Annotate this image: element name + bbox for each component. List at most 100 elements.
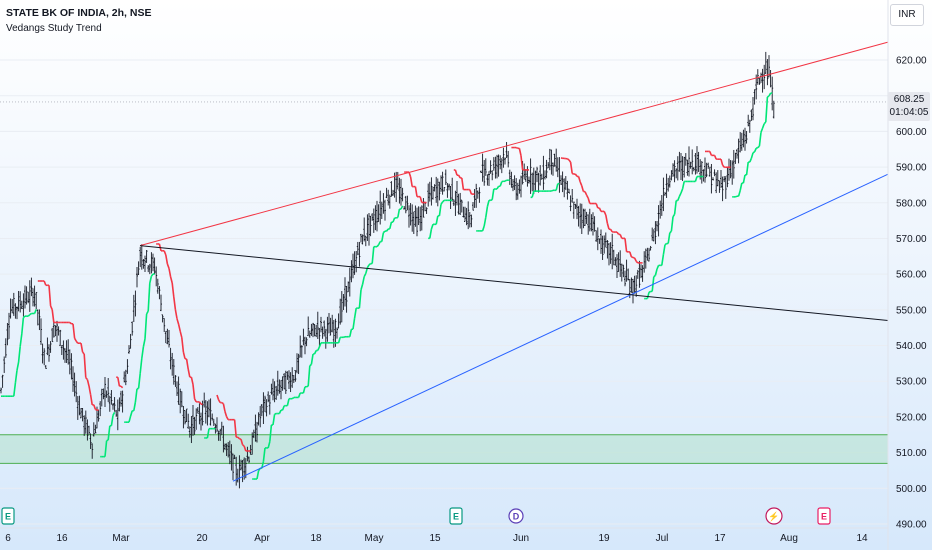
candle xyxy=(472,201,474,211)
candle xyxy=(78,395,81,416)
candle xyxy=(696,146,698,174)
y-tick-label: 550.00 xyxy=(896,305,927,316)
trend-segment xyxy=(51,309,55,323)
trend-segment xyxy=(117,377,121,387)
event-markers[interactable]: E E D ⚡ E xyxy=(1,507,831,525)
candle xyxy=(225,443,228,457)
candle xyxy=(475,183,478,208)
candle xyxy=(708,167,711,177)
trend-lines[interactable] xyxy=(139,41,889,482)
currency-button[interactable]: INR xyxy=(890,4,924,26)
trend-segment xyxy=(145,310,149,315)
candle xyxy=(19,291,22,313)
candle xyxy=(713,169,716,177)
candle xyxy=(478,187,481,203)
candle xyxy=(264,395,266,413)
event-marker[interactable]: D xyxy=(508,508,524,524)
candle xyxy=(705,162,708,178)
candle xyxy=(260,403,263,417)
candle xyxy=(328,312,330,334)
candle xyxy=(585,211,588,224)
candle xyxy=(518,179,521,194)
candle xyxy=(715,172,718,194)
candle xyxy=(528,176,530,184)
candle xyxy=(584,208,586,226)
trend-segment xyxy=(185,358,189,370)
candle xyxy=(670,170,673,181)
candle xyxy=(569,195,572,212)
event-marker[interactable]: ⚡ xyxy=(765,507,783,525)
candle xyxy=(433,184,436,192)
candle xyxy=(203,392,206,408)
earnings-marker xyxy=(449,507,463,525)
indicator-name[interactable]: Vedangs Study Trend xyxy=(6,23,102,34)
candle xyxy=(691,149,694,175)
candle xyxy=(464,206,466,222)
candle xyxy=(14,303,17,319)
candle xyxy=(291,367,294,388)
time-axis[interactable]: 6 16 Mar 20 Apr 18 May 15 Jun 19 Jul 17 Aug 14 xyxy=(0,527,888,544)
candle xyxy=(188,426,191,438)
y-tick-label: 580.00 xyxy=(896,198,927,209)
candle xyxy=(59,329,62,347)
symbol-title[interactable]: STATE BK OF INDIA, 2h, NSE xyxy=(6,7,152,19)
trend-segment xyxy=(408,171,412,178)
trend-segment xyxy=(149,275,153,284)
candle xyxy=(601,235,604,260)
candle xyxy=(739,132,742,153)
candle xyxy=(315,324,318,338)
candle xyxy=(432,186,434,200)
candle xyxy=(459,192,462,215)
trend-segment xyxy=(302,386,306,394)
candle xyxy=(348,267,351,297)
trend-segment xyxy=(278,409,282,414)
trend-segment xyxy=(133,401,137,411)
candle xyxy=(667,177,670,192)
candle xyxy=(94,424,97,434)
candle xyxy=(67,339,70,365)
candle xyxy=(716,170,719,187)
trend-segment xyxy=(745,161,749,176)
trend-segment xyxy=(569,162,573,174)
event-marker[interactable]: E xyxy=(449,507,463,525)
candle xyxy=(324,328,327,349)
candle xyxy=(272,378,274,401)
candle xyxy=(83,415,86,436)
candle xyxy=(513,175,516,191)
candle xyxy=(724,176,727,199)
candle xyxy=(403,206,406,210)
trend-segment xyxy=(661,254,665,266)
candle xyxy=(452,199,455,206)
candle xyxy=(190,416,193,444)
candle xyxy=(740,132,743,151)
trend-segment xyxy=(585,194,589,199)
trend-segment xyxy=(144,313,148,339)
candle xyxy=(179,388,182,414)
x-tick-label: Apr xyxy=(254,533,270,544)
candle xyxy=(233,454,236,459)
trend-segment xyxy=(352,318,356,330)
candle xyxy=(761,68,764,93)
trend-segment xyxy=(749,157,753,163)
trend-segment xyxy=(361,276,365,285)
price-axis[interactable]: 620.00610.00600.00590.00580.00570.00560.… xyxy=(887,0,927,550)
candle xyxy=(81,408,84,422)
candle xyxy=(617,252,620,273)
candle xyxy=(211,413,214,421)
candle xyxy=(60,344,63,356)
trend-segment xyxy=(88,385,92,395)
trend-segment xyxy=(752,151,756,154)
candle xyxy=(576,198,578,220)
demand-zone xyxy=(0,434,888,464)
trend-segment xyxy=(735,195,738,198)
event-marker[interactable]: E xyxy=(817,507,831,525)
x-tick-label: May xyxy=(365,533,384,544)
candle xyxy=(756,69,759,85)
candle xyxy=(163,318,166,333)
event-marker[interactable]: E xyxy=(1,507,15,525)
candle xyxy=(353,251,356,275)
trend-segment xyxy=(69,321,72,325)
candle xyxy=(555,148,558,172)
trend-segment xyxy=(624,238,628,252)
